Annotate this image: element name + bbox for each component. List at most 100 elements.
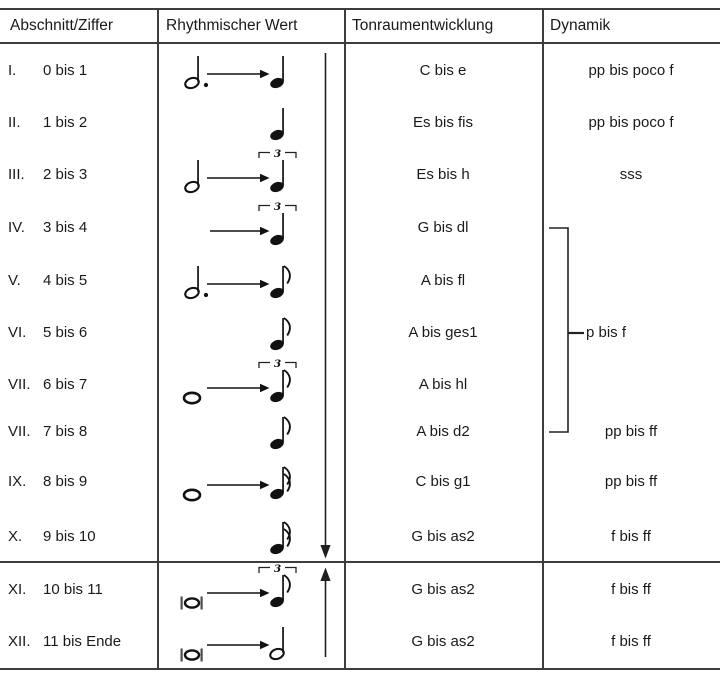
dynamik-cell: pp bis poco f [588,62,674,79]
row-range: 1 bis 2 [43,114,88,131]
quarter-note-icon [270,160,284,193]
row-range: 2 bis 3 [43,166,88,183]
table-top-rule [0,8,720,10]
tonraum-cell: A bis fl [420,272,466,289]
rhythm-cell: 3 [182,358,297,405]
right-arrow-icon [210,226,270,236]
rhythm-cell: 3 [180,563,297,610]
column-divider-3 [542,8,544,670]
right-arrow-icon [207,588,270,598]
dotted-half-note-icon [184,266,209,300]
row-numeral: I. [8,62,17,79]
row-numeral: IV. [8,219,25,236]
row-numeral: III. [8,166,25,183]
header-tonraum: Tonraumentwicklung [352,17,494,34]
eighth-note-icon [270,416,291,450]
row-range: 0 bis 1 [43,62,88,79]
rhythm-cell: 3 [210,201,297,246]
tonraum-cell: A bis d2 [416,423,470,440]
column-divider-1 [157,8,159,670]
section-divider-rule [0,561,720,563]
rhythm-cell [270,108,284,141]
right-arrow-icon [207,640,270,650]
triplet-bracket: 3 [258,563,297,575]
eighth-note-icon [270,265,291,299]
column-divider-2 [344,8,346,670]
half-note-icon [269,627,285,661]
row-numeral: XI. [8,581,27,598]
eighth-note-icon [270,574,291,608]
row-range: 3 bis 4 [43,219,88,236]
row-numeral: V. [8,272,21,289]
rhythm-cell [270,416,291,450]
sixteenth-note-icon [270,521,291,555]
triplet-bracket: 3 [258,148,297,160]
header-dynamik: Dynamik [550,17,611,34]
right-arrow-icon [207,279,270,289]
rhythm-cell [270,317,291,351]
rhythm-cell [184,265,291,300]
row-numeral: VII. [8,376,31,393]
tonraum-cell: Es bis fis [412,114,473,131]
tonraum-cell: G bis as2 [411,528,475,545]
dynamik-cell: pp bis ff [604,423,658,440]
tonraum-cell: G bis as2 [411,581,475,598]
dynamik-cell: pp bis ff [604,473,658,490]
dynamik-cell: f bis ff [611,528,651,545]
quarter-note-icon [270,108,284,141]
dynamik-cell: pp bis poco f [588,114,674,131]
triplet-number: 3 [274,148,281,160]
row-range: 4 bis 5 [43,272,88,289]
header-bottom-rule [0,42,720,44]
eighth-note-icon [270,369,291,403]
dotted-half-note-icon [184,56,209,90]
whole-note-icon [182,391,202,405]
eighth-note-icon [270,317,291,351]
triplet-number: 3 [274,563,281,575]
right-arrow-icon [207,69,270,79]
rhythm-cell [180,627,285,662]
dynamics-bracket-label: p bis f [586,324,627,341]
tonraum-cell: C bis g1 [415,473,471,490]
row-range: 11 bis Ende [43,633,122,650]
row-numeral: II. [8,114,21,131]
dynamik-cell: f bis ff [611,581,651,598]
triplet-bracket: 3 [258,201,297,213]
tonraum-cell: C bis e [419,62,467,79]
row-numeral: XII. [8,633,31,650]
row-range: 5 bis 6 [43,324,88,341]
right-arrow-icon [207,383,270,393]
triplet-number: 3 [274,358,281,370]
row-numeral: VII. [8,423,31,440]
breve-note-icon [180,648,203,662]
right-arrow-icon [207,173,270,183]
row-range: 8 bis 9 [43,473,88,490]
header-rhythmus: Rhythmischer Wert [166,17,298,34]
row-numeral: X. [8,528,23,545]
half-note-icon [184,160,200,194]
tonraum-cell: Es bis h [416,166,470,183]
quarter-note-icon [270,56,284,89]
dynamik-cell: f bis ff [611,633,651,650]
row-range: 7 bis 8 [43,423,88,440]
tonraum-cell: A bis ges1 [408,324,478,341]
triplet-number: 3 [274,201,281,213]
sixteenth-note-icon [270,466,291,500]
rhythm-cell [270,521,291,555]
whole-note-icon [182,488,202,502]
breve-note-icon [180,596,203,610]
row-numeral: IX. [8,473,27,490]
rhythm-cell: 3 [184,148,297,194]
triplet-bracket: 3 [258,358,297,370]
right-arrow-icon [207,480,270,490]
tonraum-cell: G bis dl [417,219,469,236]
row-range: 10 bis 11 [43,581,103,598]
row-range: 9 bis 10 [43,528,96,545]
quarter-note-icon [270,213,284,246]
dynamik-cell: sss [619,166,643,183]
rhythm-cell [184,56,284,90]
tonraum-cell: G bis as2 [411,633,475,650]
row-range: 6 bis 7 [43,376,88,393]
row-numeral: VI. [8,324,27,341]
